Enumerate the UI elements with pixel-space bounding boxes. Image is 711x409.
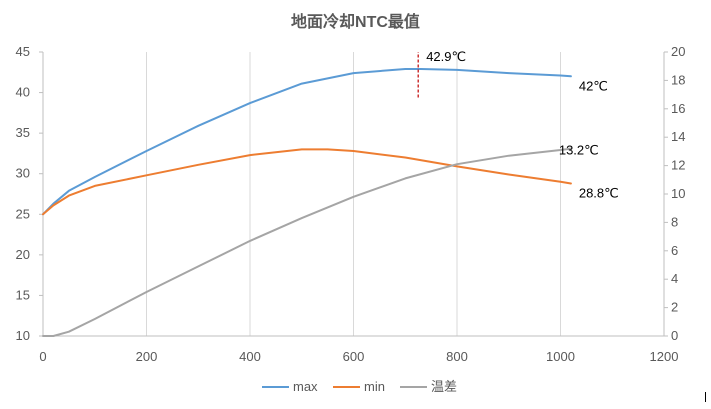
- axes: 0 200 400 600 800 1000 1200 10 15 20 25 30 35 40 45 0 2 4…: [16, 44, 686, 364]
- series: [42, 68, 572, 337]
- chart-title: 地面冷却NTC最值: [291, 14, 420, 31]
- annotations: 42.9℃ 42℃ 28.8℃ 13.2℃: [417, 49, 619, 200]
- series-line-max: [42, 68, 572, 216]
- y-tick-label: 10: [16, 328, 30, 343]
- legend-label: max: [293, 379, 318, 394]
- y2-tick-label: 2: [671, 300, 678, 315]
- series-line-温差: [42, 147, 572, 337]
- y-tick-label: 25: [16, 206, 30, 221]
- annotation-label: 28.8℃: [579, 185, 619, 200]
- y-tick-label: 35: [16, 125, 30, 140]
- x-tick-label: 800: [446, 349, 468, 364]
- x-tick-label: 400: [239, 349, 261, 364]
- y-tick-label: 30: [16, 166, 30, 181]
- grid: [146, 52, 665, 336]
- x-tick-label: 600: [343, 349, 365, 364]
- y-tick-label: 20: [16, 247, 30, 262]
- x-tick-label: 1000: [546, 349, 575, 364]
- series-line-min: [42, 148, 572, 216]
- x-tick-label: 0: [39, 349, 46, 364]
- y-tick-label: 45: [16, 44, 30, 59]
- legend: max min 温差: [262, 379, 457, 394]
- y2-tick-label: 0: [671, 328, 678, 343]
- y2-tick-label: 6: [671, 243, 678, 258]
- y2-tick-label: 14: [671, 129, 685, 144]
- y-tick-label: 40: [16, 85, 30, 100]
- y2-tick-label: 4: [671, 271, 678, 286]
- annotation-label: 13.2℃: [559, 143, 599, 158]
- annotation-label: 42℃: [579, 78, 608, 93]
- annotation-label: 42.9℃: [426, 49, 466, 64]
- legend-label: 温差: [431, 379, 457, 394]
- edge-mark: [705, 392, 706, 402]
- y2-tick-label: 12: [671, 158, 685, 173]
- x-tick-label: 1200: [650, 349, 679, 364]
- y2-tick-label: 18: [671, 72, 685, 87]
- y2-tick-label: 16: [671, 101, 685, 116]
- x-tick-label: 200: [136, 349, 158, 364]
- y-tick-label: 15: [16, 287, 30, 302]
- y2-tick-label: 8: [671, 214, 678, 229]
- legend-label: min: [364, 379, 385, 394]
- y2-tick-label: 10: [671, 186, 685, 201]
- y2-tick-label: 20: [671, 44, 685, 59]
